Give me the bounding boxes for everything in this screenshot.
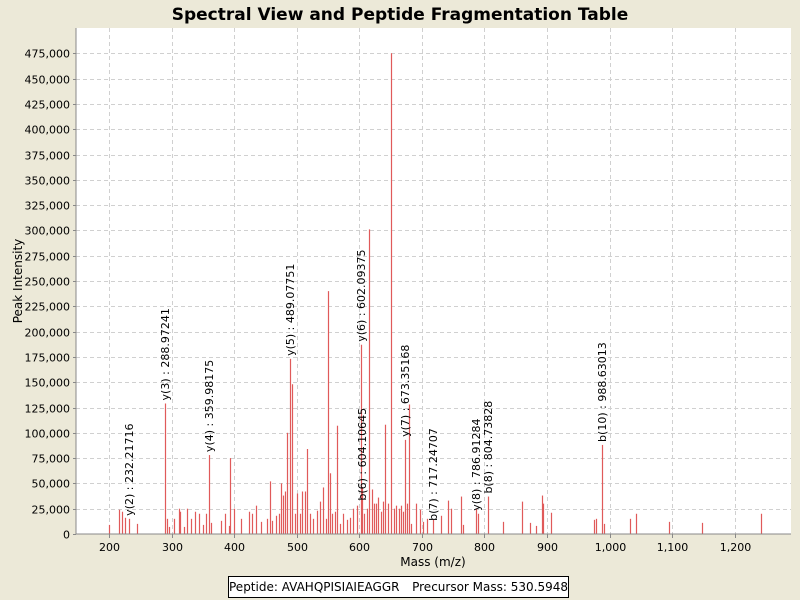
y-tick-label: 100,000 [25, 428, 71, 441]
peptide-info-box: Peptide: AVAHQPISIAIEAGGR Precursor Mass… [228, 576, 569, 598]
y-tick-label: 475,000 [25, 48, 71, 61]
y-axis-title: Peak Intensity [11, 239, 25, 324]
chart-title: Spectral View and Peptide Fragmentation … [172, 5, 629, 25]
y-tick-label: 425,000 [25, 99, 71, 112]
peak-annotation-label: y(3) : 288.97241 [159, 308, 172, 400]
peak-annotation-label: y(4) : 359.98175 [203, 360, 216, 452]
peak-annotation-label: b(7) : 717.24707 [427, 428, 440, 521]
x-axis-ticks: 200 300 400 500 600 700 800 900 1,000 1,100 1,200 [99, 534, 751, 554]
y-tick-label: 400,000 [25, 124, 71, 137]
peak-annotation-label: y(7) : 673.35168 [399, 345, 412, 437]
y-tick-label: 300,000 [25, 225, 71, 238]
peak-annotation-label: b(10) : 988.63013 [596, 342, 609, 442]
precursor-mass-label: Precursor Mass: 530.5948 [412, 580, 568, 594]
x-tick-label: 1,200 [720, 541, 752, 554]
peak-bars [108, 53, 763, 534]
y-tick-label: 275,000 [25, 251, 71, 264]
y-axis-ticks: 0 25,000 50,000 75,000 100,000 125,000 150,000… [25, 48, 76, 542]
grid-lines [76, 28, 791, 534]
x-axis-title: Mass (m/z) [400, 555, 465, 569]
y-tick-label: 375,000 [25, 150, 71, 163]
peak-annotation-label: y(2) : 232.21716 [123, 424, 136, 516]
y-tick-label: 75,000 [32, 453, 71, 466]
peak-annotation-label: y(6) : 602.09375 [355, 249, 368, 341]
x-tick-label: 300 [162, 541, 183, 554]
x-tick-label: 800 [474, 541, 495, 554]
peak-annotation-label: y(8) : 786.91284 [470, 418, 483, 510]
x-tick-label: 1,100 [657, 541, 689, 554]
y-tick-label: 150,000 [25, 377, 71, 390]
y-tick-label: 0 [63, 529, 70, 542]
y-tick-label: 250,000 [25, 276, 71, 289]
y-tick-label: 50,000 [32, 478, 71, 491]
peptide-label: Peptide: AVAHQPISIAIEAGGR [229, 580, 400, 594]
peak-annotation-label: b(6) : 604.10645 [356, 408, 369, 501]
y-tick-label: 200,000 [25, 327, 71, 340]
x-tick-label: 500 [287, 541, 308, 554]
peak-annotation-label: b(8) : 804.73828 [482, 401, 495, 494]
x-tick-label: 700 [412, 541, 433, 554]
y-tick-label: 175,000 [25, 352, 71, 365]
x-tick-label: 1,000 [595, 541, 627, 554]
x-tick-label: 600 [349, 541, 370, 554]
y-tick-label: 350,000 [25, 175, 71, 188]
x-tick-label: 400 [224, 541, 245, 554]
peak-annotations: y(2) : 232.21716 y(3) : 288.97241 y(4) : 3… [123, 249, 609, 520]
x-tick-label: 900 [537, 541, 558, 554]
peak-annotation-label: y(5) : 489.07751 [284, 264, 297, 356]
y-tick-label: 325,000 [25, 200, 71, 213]
x-tick-label: 200 [99, 541, 120, 554]
y-tick-label: 450,000 [25, 74, 71, 87]
y-tick-label: 125,000 [25, 403, 71, 416]
y-tick-label: 25,000 [32, 504, 71, 517]
y-tick-label: 225,000 [25, 301, 71, 314]
